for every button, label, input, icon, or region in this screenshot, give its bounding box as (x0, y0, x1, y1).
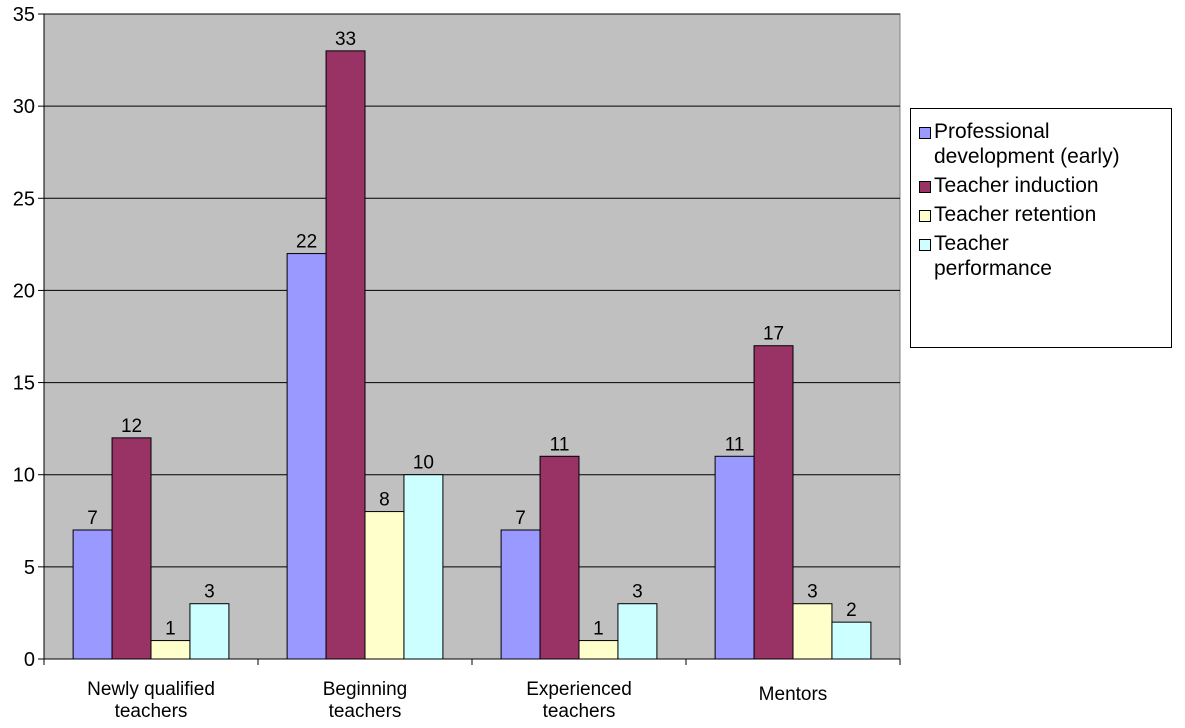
data-label: 1 (593, 619, 604, 640)
legend-label: Professional development (early) (934, 120, 1120, 168)
data-label: 8 (379, 490, 390, 511)
data-label: 10 (413, 453, 434, 474)
legend-item: Teacher retention (919, 202, 1171, 227)
legend-label: Teacher retention (934, 203, 1097, 226)
y-tick-label: 25 (13, 188, 35, 210)
data-label: 7 (87, 508, 98, 529)
y-tick-label: 10 (13, 465, 35, 487)
bar (578, 640, 619, 660)
bar (189, 603, 230, 660)
bar (72, 529, 113, 660)
x-axis (43, 658, 901, 665)
bar (500, 529, 541, 660)
bar (831, 621, 872, 660)
x-tick-label: Mentors (758, 684, 828, 705)
data-label: 3 (807, 582, 818, 603)
y-tick-label: 35 (13, 4, 35, 26)
legend-swatch (919, 127, 931, 139)
legend-label: Teacher performance (934, 232, 1052, 280)
bar (364, 511, 405, 660)
y-axis: 0 5 10 15 20 25 30 35 (13, 4, 45, 671)
bar (150, 640, 191, 660)
y-tick-label: 0 (24, 649, 35, 671)
data-label: 7 (515, 508, 526, 529)
bar (539, 455, 580, 660)
bar (792, 603, 833, 660)
data-label: 3 (204, 582, 215, 603)
bar (286, 253, 327, 660)
data-label: 11 (725, 434, 745, 455)
bar (753, 345, 794, 660)
data-label: 11 (550, 434, 570, 455)
x-tick-label: Newly qualified teachers (87, 679, 215, 722)
bar (111, 437, 152, 660)
y-tick-label: 30 (13, 96, 35, 118)
data-label: 3 (632, 582, 643, 603)
bar (325, 50, 366, 660)
legend-item: Teacher induction (919, 173, 1171, 198)
legend-label: Teacher induction (934, 174, 1099, 197)
data-label: 22 (296, 232, 317, 253)
data-label: 17 (763, 324, 784, 345)
legend-swatch (919, 210, 931, 222)
legend-swatch (919, 239, 931, 251)
bar (714, 455, 755, 660)
bars (72, 50, 872, 660)
legend: Professional development (early) Teacher … (910, 108, 1172, 348)
x-tick-label: Experienced teachers (526, 679, 632, 722)
bar (403, 474, 444, 660)
y-tick-label: 5 (24, 557, 35, 579)
y-tick-label: 15 (13, 373, 35, 395)
data-label: 2 (846, 600, 857, 621)
data-label: 33 (335, 29, 356, 50)
data-label: 12 (121, 416, 142, 437)
legend-item: Teacher performance (919, 231, 1171, 281)
legend-swatch (919, 181, 931, 193)
legend-item: Professional development (early) (919, 119, 1171, 169)
bar (617, 603, 658, 660)
x-tick-label: Beginning teachers (322, 679, 408, 722)
data-label: 1 (165, 619, 176, 640)
y-tick-label: 20 (13, 280, 35, 302)
